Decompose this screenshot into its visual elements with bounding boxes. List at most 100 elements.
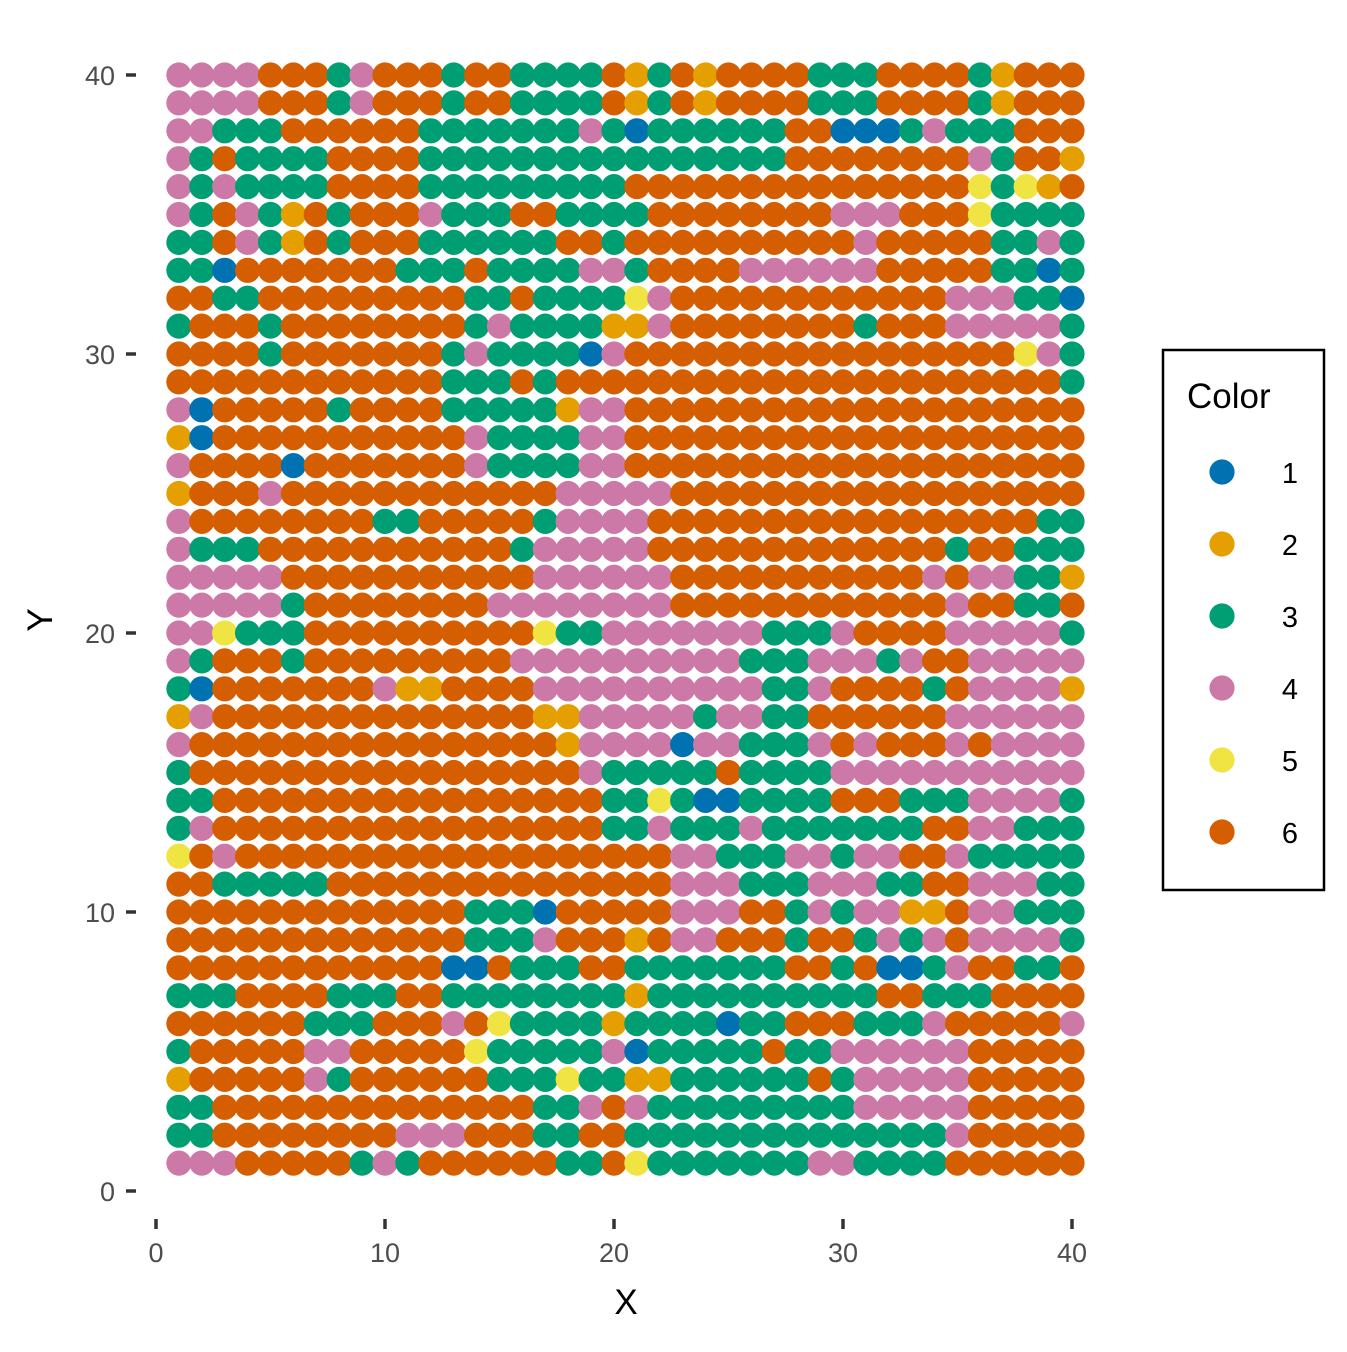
data-point [532, 369, 558, 395]
data-point [509, 592, 535, 618]
data-point [899, 425, 925, 451]
data-point [670, 564, 696, 590]
data-point [601, 564, 627, 590]
data-point [944, 285, 971, 311]
data-point [1013, 676, 1039, 702]
data-point [876, 201, 902, 228]
data-point [235, 536, 261, 562]
data-point [944, 480, 971, 507]
y-axis-title: Y [21, 608, 60, 631]
data-point [509, 118, 535, 144]
data-point [555, 704, 581, 730]
data-point [670, 146, 696, 172]
data-point [578, 1122, 604, 1148]
data-point [784, 620, 810, 646]
data-point [532, 620, 558, 646]
data-point [578, 1150, 604, 1176]
data-point [189, 676, 215, 702]
data-point [670, 1094, 696, 1120]
data-point [349, 732, 375, 758]
data-point [280, 313, 306, 339]
data-point [670, 704, 696, 730]
data-point [372, 174, 398, 200]
data-point [578, 341, 604, 367]
data-point [1013, 732, 1039, 758]
data-point [349, 201, 375, 228]
data-point [967, 759, 994, 786]
data-point [761, 453, 787, 479]
data-point [486, 648, 513, 674]
data-point [990, 229, 1016, 255]
data-point [303, 174, 329, 200]
y-tick-label: 20 [85, 619, 115, 649]
data-point [738, 369, 765, 395]
data-point [532, 341, 558, 367]
data-point [532, 1150, 558, 1176]
data-point [303, 983, 329, 1009]
data-point [395, 676, 421, 702]
data-point [578, 201, 604, 228]
data-point [1059, 425, 1085, 451]
data-point [464, 704, 490, 730]
data-point [1013, 1150, 1039, 1176]
data-point [715, 90, 742, 116]
data-point [738, 815, 765, 841]
data-point [257, 955, 284, 981]
data-point [235, 313, 261, 339]
data-point [326, 759, 352, 786]
data-point [761, 369, 787, 395]
data-point [922, 564, 948, 590]
data-point [830, 927, 856, 953]
data-point [418, 397, 444, 423]
data-point [486, 201, 513, 228]
data-point [235, 508, 261, 534]
data-point [349, 676, 375, 702]
data-point [280, 118, 306, 144]
data-point [235, 983, 261, 1009]
data-point [807, 62, 833, 88]
data-point [326, 1094, 352, 1120]
data-point [441, 90, 467, 116]
data-point [830, 871, 856, 897]
data-point [372, 62, 398, 88]
data-point [967, 983, 994, 1009]
data-point [922, 704, 948, 730]
data-point [509, 871, 535, 897]
data-point [784, 759, 810, 786]
data-point [647, 118, 673, 144]
data-point [967, 1011, 994, 1037]
data-point [876, 1150, 902, 1176]
data-point [761, 620, 787, 646]
data-point [899, 146, 925, 172]
data-point [876, 955, 902, 981]
data-point [601, 899, 627, 925]
data-point [280, 453, 306, 479]
data-point [555, 983, 581, 1009]
data-point [1013, 480, 1039, 507]
data-point [670, 536, 696, 562]
data-point [876, 871, 902, 897]
data-point [1036, 174, 1062, 200]
data-point [418, 676, 444, 702]
data-point [693, 174, 719, 200]
data-point [578, 1066, 604, 1092]
data-point [830, 1038, 856, 1065]
data-point [990, 1066, 1016, 1092]
data-point [257, 480, 284, 507]
data-point [899, 313, 925, 339]
data-point [280, 90, 306, 116]
data-point [624, 201, 650, 228]
points-layer [166, 62, 1085, 1176]
data-point [349, 648, 375, 674]
data-point [1059, 1150, 1085, 1176]
data-point [189, 313, 215, 339]
data-point [486, 732, 513, 758]
data-point [944, 648, 971, 674]
data-point [212, 955, 238, 981]
data-point [670, 1066, 696, 1092]
data-point [509, 676, 535, 702]
data-point [257, 1150, 284, 1176]
data-point [715, 927, 742, 953]
data-point [578, 732, 604, 758]
data-point [1036, 676, 1062, 702]
